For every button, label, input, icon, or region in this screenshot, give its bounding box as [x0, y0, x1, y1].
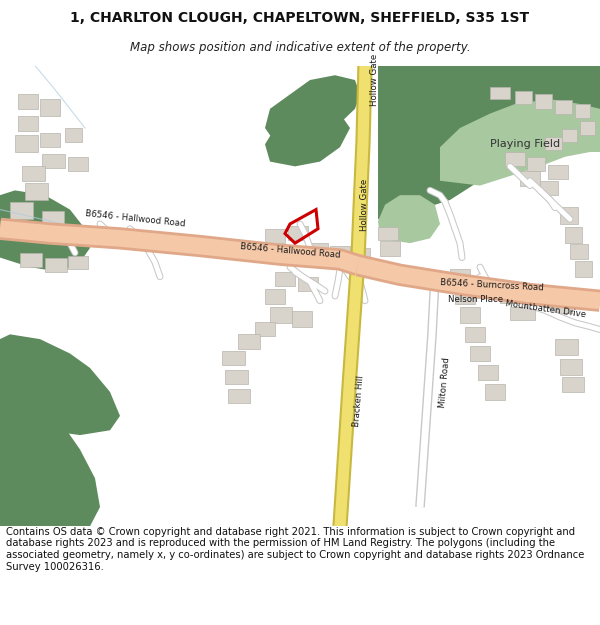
- Polygon shape: [455, 288, 475, 304]
- Polygon shape: [0, 334, 120, 435]
- Polygon shape: [555, 339, 578, 356]
- Text: Milton Road: Milton Road: [438, 357, 451, 408]
- Polygon shape: [548, 166, 568, 179]
- Polygon shape: [18, 116, 38, 131]
- Text: Map shows position and indicative extent of the property.: Map shows position and indicative extent…: [130, 41, 470, 54]
- Text: 1, CHARLTON CLOUGH, CHAPELTOWN, SHEFFIELD, S35 1ST: 1, CHARLTON CLOUGH, CHAPELTOWN, SHEFFIEL…: [70, 11, 530, 26]
- Polygon shape: [555, 100, 572, 114]
- Polygon shape: [510, 308, 535, 320]
- Text: Hollow Gate: Hollow Gate: [370, 54, 379, 106]
- Polygon shape: [265, 109, 350, 166]
- Polygon shape: [575, 104, 590, 118]
- Polygon shape: [378, 195, 440, 243]
- Text: B6546 - Burncross Road: B6546 - Burncross Road: [440, 278, 544, 292]
- Polygon shape: [265, 229, 285, 243]
- Polygon shape: [525, 294, 550, 308]
- Polygon shape: [238, 334, 260, 349]
- Polygon shape: [330, 246, 350, 259]
- Polygon shape: [352, 248, 370, 261]
- Polygon shape: [500, 289, 525, 302]
- Text: Nelson Place: Nelson Place: [448, 295, 503, 304]
- Polygon shape: [378, 227, 398, 240]
- Polygon shape: [65, 128, 82, 142]
- Text: Contains OS data © Crown copyright and database right 2021. This information is : Contains OS data © Crown copyright and d…: [6, 527, 584, 572]
- Polygon shape: [460, 308, 480, 322]
- Polygon shape: [40, 99, 60, 116]
- Polygon shape: [575, 261, 592, 277]
- Polygon shape: [562, 129, 577, 142]
- Polygon shape: [310, 243, 328, 258]
- Polygon shape: [45, 258, 67, 272]
- Polygon shape: [440, 99, 600, 186]
- Polygon shape: [228, 389, 250, 403]
- Polygon shape: [225, 370, 248, 384]
- Polygon shape: [270, 245, 290, 259]
- Polygon shape: [0, 191, 90, 272]
- Polygon shape: [18, 94, 38, 109]
- Polygon shape: [545, 137, 562, 150]
- Polygon shape: [535, 94, 552, 109]
- Text: B6546 - Hallwood Road: B6546 - Hallwood Road: [240, 242, 341, 259]
- Polygon shape: [265, 75, 360, 152]
- Text: Playing Field: Playing Field: [490, 139, 560, 149]
- Polygon shape: [515, 91, 532, 104]
- Polygon shape: [42, 154, 65, 168]
- Polygon shape: [470, 284, 500, 298]
- Polygon shape: [292, 311, 312, 327]
- Polygon shape: [580, 121, 595, 135]
- Text: Hollow Gate: Hollow Gate: [360, 179, 369, 231]
- Polygon shape: [520, 171, 540, 186]
- Polygon shape: [68, 157, 88, 171]
- Polygon shape: [560, 207, 578, 224]
- Polygon shape: [288, 226, 308, 240]
- Polygon shape: [470, 346, 490, 361]
- Polygon shape: [527, 157, 545, 171]
- Text: B6546 - Hallwood Road: B6546 - Hallwood Road: [85, 209, 186, 229]
- Polygon shape: [570, 244, 588, 259]
- Polygon shape: [68, 256, 88, 269]
- Polygon shape: [490, 87, 510, 99]
- Polygon shape: [450, 269, 470, 284]
- Polygon shape: [380, 241, 400, 256]
- Polygon shape: [485, 384, 505, 399]
- Polygon shape: [22, 166, 45, 181]
- Polygon shape: [265, 289, 285, 304]
- Polygon shape: [275, 272, 295, 286]
- Text: Mountbatten Drive: Mountbatten Drive: [505, 299, 587, 319]
- Polygon shape: [40, 132, 60, 148]
- Polygon shape: [562, 376, 584, 392]
- Polygon shape: [298, 277, 318, 291]
- Polygon shape: [478, 365, 498, 381]
- Polygon shape: [540, 181, 558, 195]
- Polygon shape: [20, 253, 42, 267]
- Polygon shape: [270, 308, 292, 322]
- Polygon shape: [222, 351, 245, 365]
- Polygon shape: [560, 359, 582, 374]
- Polygon shape: [255, 322, 275, 336]
- Text: Bracken Hill: Bracken Hill: [352, 376, 365, 428]
- Polygon shape: [505, 152, 525, 166]
- Polygon shape: [10, 202, 33, 219]
- Polygon shape: [0, 392, 100, 526]
- Polygon shape: [15, 135, 38, 152]
- Polygon shape: [42, 211, 64, 227]
- Polygon shape: [25, 182, 48, 200]
- Polygon shape: [548, 300, 572, 313]
- Polygon shape: [565, 227, 582, 243]
- Polygon shape: [378, 66, 600, 219]
- Polygon shape: [465, 327, 485, 342]
